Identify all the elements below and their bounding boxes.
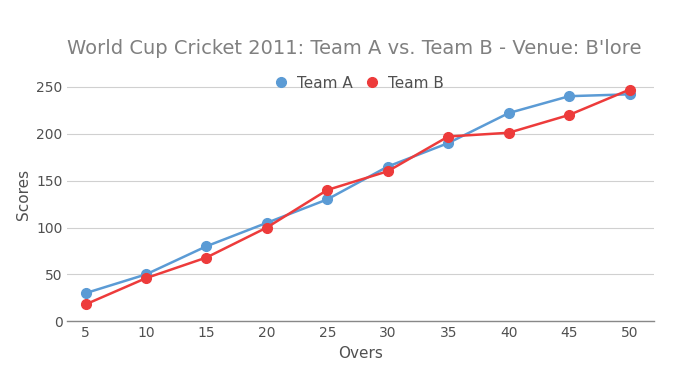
Team A <box>444 141 452 146</box>
Team A <box>505 111 513 115</box>
Team A <box>384 164 392 169</box>
Team B <box>202 255 210 260</box>
Team B <box>324 188 332 192</box>
Team A <box>263 220 271 225</box>
Team A <box>82 291 90 296</box>
Legend: Team A, Team B: Team A, Team B <box>277 76 444 91</box>
Team A <box>202 244 210 248</box>
Line: Team A: Team A <box>81 90 634 298</box>
Team A <box>142 272 150 277</box>
Team B <box>384 169 392 174</box>
Team B <box>82 302 90 307</box>
Text: World Cup Cricket 2011: Team A vs. Team B - Venue: B'lore: World Cup Cricket 2011: Team A vs. Team … <box>67 39 642 58</box>
Team B <box>142 276 150 280</box>
Team A <box>565 94 573 98</box>
Team B <box>444 134 452 139</box>
X-axis label: Overs: Overs <box>338 346 383 361</box>
Y-axis label: Scores: Scores <box>16 169 30 220</box>
Team B <box>565 113 573 117</box>
Team A <box>324 197 332 201</box>
Line: Team B: Team B <box>81 85 634 309</box>
Team B <box>263 225 271 230</box>
Team B <box>625 87 634 92</box>
Team A <box>625 92 634 96</box>
Team B <box>505 130 513 135</box>
